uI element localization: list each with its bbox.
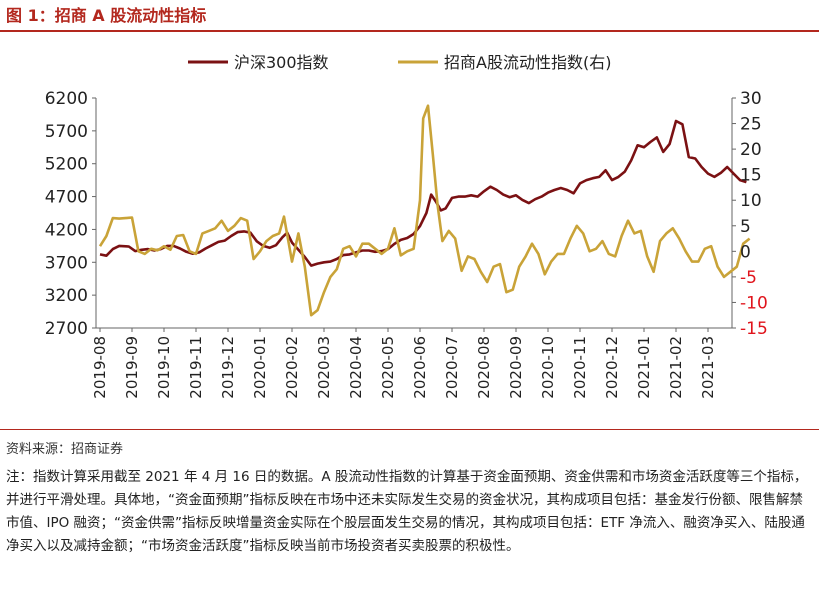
x-tick-label: 2020-03 xyxy=(315,336,333,399)
y-right-tick-label: 5 xyxy=(740,217,751,237)
y-left-tick-label: 6200 xyxy=(45,89,88,109)
x-tick-label: 2021-01 xyxy=(635,336,653,399)
y-left-tick-label: 5700 xyxy=(45,122,88,142)
figure-title: 图 1：招商 A 股流动性指标 xyxy=(6,6,207,25)
x-tick-label: 2019-09 xyxy=(123,336,141,399)
x-tick-label: 2020-10 xyxy=(539,336,557,399)
legend-label: 沪深300指数 xyxy=(234,53,329,72)
x-tick-label: 2021-03 xyxy=(699,336,717,399)
y-right-tick-label: 10 xyxy=(740,191,762,211)
x-tick-label: 2020-08 xyxy=(475,336,493,399)
footnote: 注：指数计算采用截至 2021 年 4 月 16 日的数据。A 股流动性指数的计… xyxy=(6,469,808,554)
x-tick-label: 2020-06 xyxy=(411,336,429,399)
y-right-tick-label: -10 xyxy=(740,293,768,313)
x-tick-label: 2020-05 xyxy=(379,336,397,399)
chart-axes xyxy=(92,97,736,332)
x-tick-label: 2020-09 xyxy=(507,336,525,399)
legend-label: 招商A股流动性指数(右) xyxy=(444,53,611,72)
chart-series xyxy=(98,104,751,317)
y-right-tick-label: 25 xyxy=(740,115,762,135)
y-right-tick-label: -15 xyxy=(740,319,768,339)
chart-tick-labels: 27003200370042004700520057006200-15-10-5… xyxy=(45,89,768,399)
chart-legend: 沪深300指数 招商A股流动性指数(右) xyxy=(188,53,611,72)
hs300-series-line xyxy=(99,119,747,267)
line-chart: 沪深300指数 招商A股流动性指数(右) 2700 3200 3700 4200 4700… xyxy=(45,53,768,399)
x-tick-label: 2019-10 xyxy=(155,336,173,399)
y-right-tick-label: 20 xyxy=(740,140,762,160)
liquidity-series-line xyxy=(98,104,751,317)
y-left-tick-label: 4200 xyxy=(45,220,88,240)
x-tick-label: 2019-11 xyxy=(187,336,205,399)
x-tick-label: 2020-11 xyxy=(571,336,589,399)
y-left-tick-label: 3200 xyxy=(45,286,88,306)
source-text: 资料来源：招商证券 xyxy=(6,442,124,457)
y-left-tick-label: 3700 xyxy=(45,253,88,273)
x-tick-label: 2020-01 xyxy=(251,336,269,399)
x-tick-label: 2020-04 xyxy=(347,336,365,399)
x-tick-label: 2019-12 xyxy=(219,336,237,399)
source-rule xyxy=(0,429,819,430)
y-left-tick-label: 2700 xyxy=(45,319,88,339)
y-left-tick-label: 5200 xyxy=(45,155,88,175)
y-left-tick-label: 4700 xyxy=(45,188,88,208)
y-right-tick-label: -5 xyxy=(740,268,757,288)
x-tick-label: 2019-08 xyxy=(91,336,109,399)
y-right-tick-label: 0 xyxy=(740,242,751,262)
x-tick-label: 2021-02 xyxy=(667,336,685,399)
y-right-tick-label: 30 xyxy=(740,89,762,109)
x-tick-label: 2020-07 xyxy=(443,336,461,399)
x-tick-label: 2020-12 xyxy=(603,336,621,399)
y-right-tick-label: 15 xyxy=(740,166,762,186)
x-tick-label: 2020-02 xyxy=(283,336,301,399)
title-rule xyxy=(0,30,819,32)
